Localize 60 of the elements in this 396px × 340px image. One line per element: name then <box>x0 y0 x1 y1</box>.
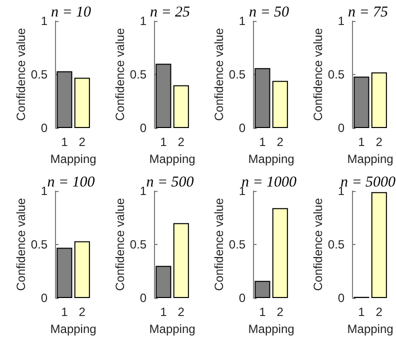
y-tick-label: 0 <box>338 121 345 135</box>
y-tick-label: 0.5 <box>30 238 48 252</box>
chart-title: n = 500 <box>146 174 194 190</box>
y-axis-title: Confidence value <box>113 198 127 291</box>
y-tick-label: 0.5 <box>228 238 246 252</box>
y-axis-title: Confidence value <box>113 28 127 121</box>
y-axis-title: Confidence value <box>311 198 325 291</box>
x-tick-label: 1 <box>61 305 68 319</box>
x-tick-label: 2 <box>376 305 383 319</box>
y-axis-title: Confidence value <box>212 28 226 121</box>
y-tick-label: 0.5 <box>328 68 345 82</box>
x-axis-title: Mapping <box>149 152 196 166</box>
x-axis-title: Mapping <box>347 152 394 166</box>
chart-title: n = 25 <box>150 4 191 20</box>
x-axis-title: Mapping <box>50 152 96 166</box>
x-tick-label: 1 <box>259 135 266 149</box>
y-tick-label: 0 <box>238 291 246 305</box>
x-axis-title: Mapping <box>149 322 196 336</box>
x-tick-label: 2 <box>178 135 185 149</box>
x-axis-title: Mapping <box>248 152 294 166</box>
y-tick-label: 0.5 <box>328 238 345 252</box>
x-tick-label: 2 <box>376 135 383 149</box>
x-tick-label: 2 <box>78 135 86 149</box>
x-tick-label: 2 <box>78 305 86 319</box>
x-axis-title: Mapping <box>248 322 294 336</box>
x-tick-label: 2 <box>276 135 284 149</box>
y-axis-title: Confidence value <box>14 28 28 121</box>
y-tick-label: 0.5 <box>30 68 48 82</box>
x-tick-label: 1 <box>259 305 266 319</box>
y-tick-label: 0 <box>40 121 48 135</box>
y-tick-label: 0 <box>140 121 147 135</box>
x-tick-label: 1 <box>358 135 366 149</box>
y-tick-label: 1 <box>338 14 345 28</box>
x-axis-title: Mapping <box>347 322 394 336</box>
y-axis-title: Confidence value <box>212 198 226 291</box>
y-tick-label: 0 <box>338 291 345 305</box>
chart-title: n = 100 <box>47 174 96 190</box>
x-tick-label: 1 <box>358 305 366 319</box>
y-tick-label: 1 <box>40 184 48 198</box>
y-tick-label: 0 <box>140 291 147 305</box>
x-tick-label: 2 <box>178 305 185 319</box>
y-axis-title: Confidence value <box>14 198 28 291</box>
x-tick-label: 1 <box>160 135 168 149</box>
chart-title: n = 10 <box>50 4 92 20</box>
y-tick-label: 0 <box>238 121 246 135</box>
x-tick-label: 2 <box>276 305 284 319</box>
y-tick-label: 0.5 <box>130 238 147 252</box>
y-tick-label: 1 <box>238 14 246 28</box>
y-axis-title: Confidence value <box>311 28 325 121</box>
x-tick-label: 1 <box>160 305 168 319</box>
y-tick-label: 0.5 <box>130 68 147 82</box>
y-tick-label: 1 <box>140 14 147 28</box>
chart-title: n = 50 <box>248 4 290 20</box>
y-tick-label: 1 <box>40 14 48 28</box>
y-tick-label: 1 <box>140 184 147 198</box>
x-tick-label: 1 <box>61 135 68 149</box>
y-tick-label: 0 <box>40 291 48 305</box>
chart-title: n = 75 <box>348 4 389 20</box>
x-axis-title: Mapping <box>50 322 96 336</box>
y-tick-label: 0.5 <box>228 68 246 82</box>
